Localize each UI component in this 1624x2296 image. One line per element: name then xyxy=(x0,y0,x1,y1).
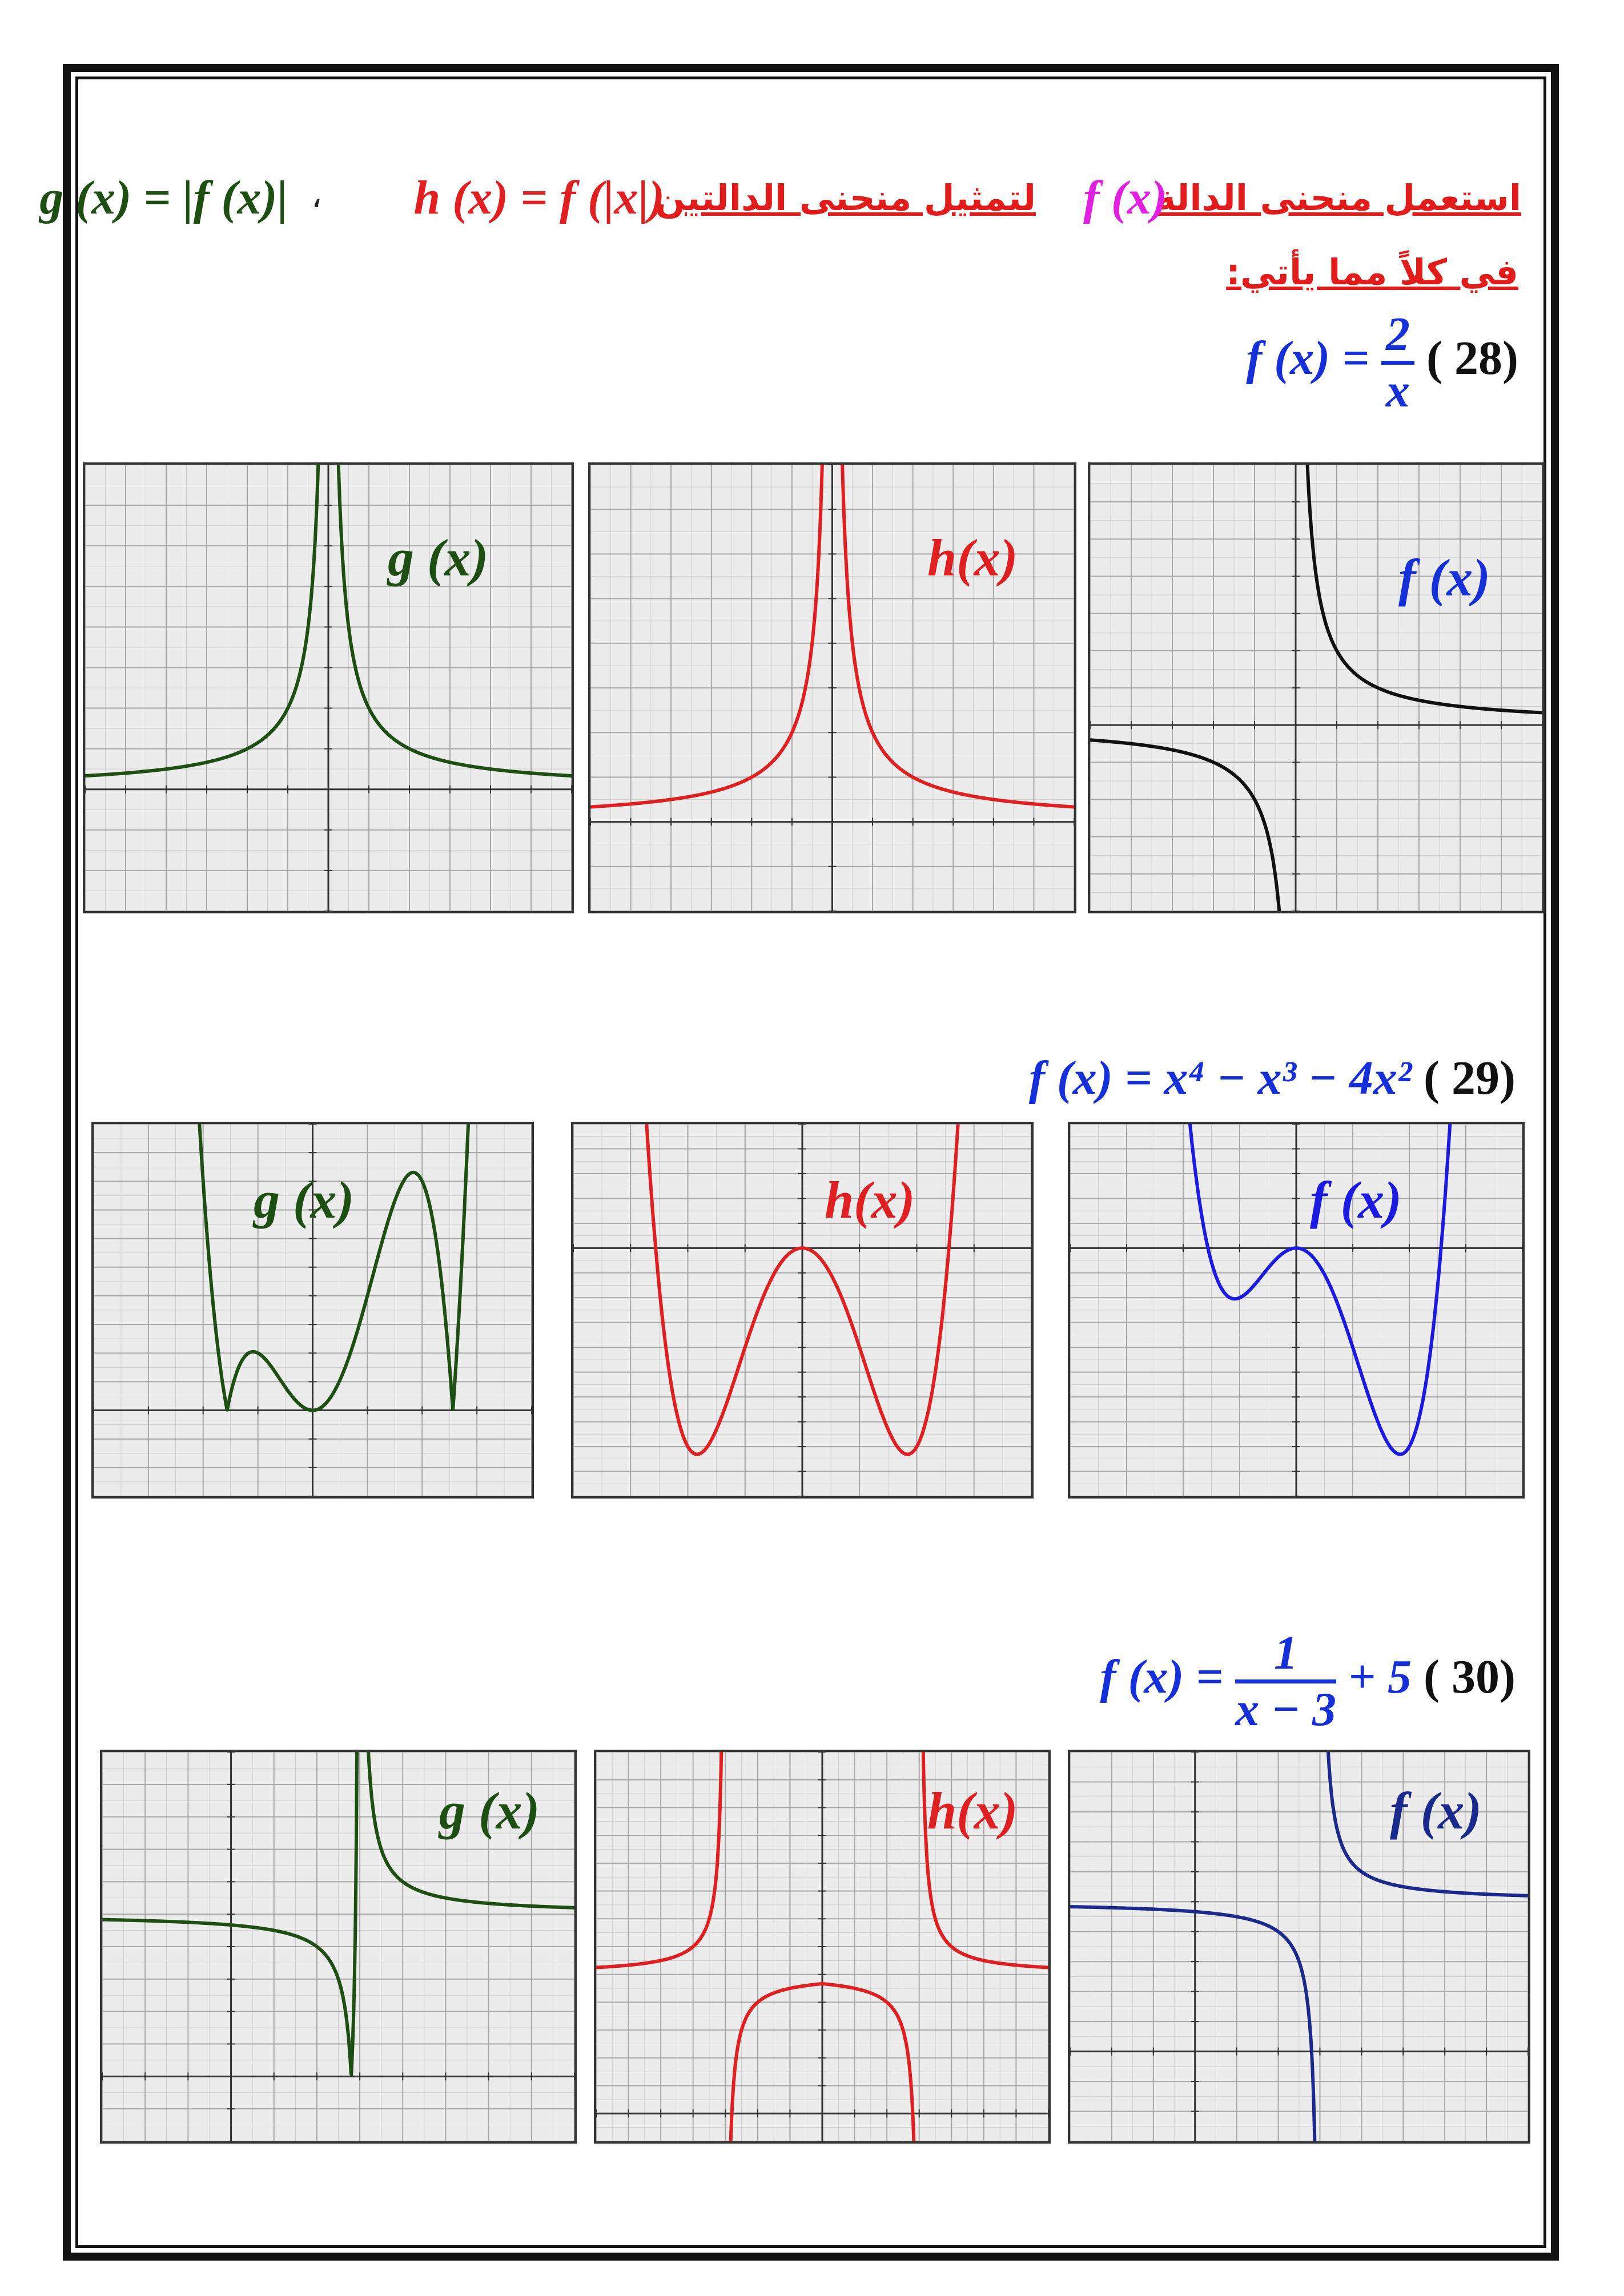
problem-29-formula-text: f (x) = x⁴ − x³ − 4x² xyxy=(1028,1052,1412,1105)
graph-30-h-plot xyxy=(596,1752,1048,2141)
graph-29-h-plot xyxy=(573,1124,1031,1496)
graph-28-g-plot xyxy=(85,465,572,911)
graph-28-h: h(x) xyxy=(588,462,1076,913)
instruction-part-1: استعمل منحنى الدالة xyxy=(1155,177,1522,219)
graph-29-f-plot xyxy=(1070,1124,1522,1496)
problem-30-formula-suffix: + 5 xyxy=(1348,1650,1412,1704)
problem-30-numerator: 1 xyxy=(1235,1626,1337,1684)
page-border-outer xyxy=(63,64,1559,2261)
graph-28-h-label: h(x) xyxy=(927,529,1018,587)
problem-30-number: ( 30) xyxy=(1424,1650,1516,1704)
g-definition: g (x) = |f (x)| xyxy=(39,171,288,224)
instruction-line-2: في كلاً مما يأتي: xyxy=(1226,251,1518,293)
graph-30-f-label: f (x) xyxy=(1390,1782,1482,1840)
graph-30-g-plot xyxy=(102,1752,574,2141)
graph-30-f: f (x) xyxy=(1068,1750,1530,2144)
problem-28-numerator: 2 xyxy=(1381,308,1415,365)
graph-29-h: h(x) xyxy=(571,1122,1034,1499)
graph-28-f-label: f (x) xyxy=(1398,549,1490,607)
problem-28-number: ( 28) xyxy=(1426,332,1518,385)
h-definition: h (x) = f (|x|) xyxy=(413,171,665,224)
graph-28-h-plot xyxy=(590,465,1074,911)
graph-29-g: g (x) xyxy=(91,1122,534,1499)
problem-30-denominator: x − 3 xyxy=(1235,1683,1337,1737)
graph-30-g-label: g (x) xyxy=(439,1782,540,1840)
graph-30-h-label: h(x) xyxy=(927,1782,1018,1840)
graph-29-f: f (x) xyxy=(1068,1122,1525,1499)
graph-28-f: f (x) xyxy=(1088,462,1545,913)
comma: ، xyxy=(311,176,322,216)
graph-29-g-plot xyxy=(94,1124,532,1496)
problem-30-formula-lhs: f (x) = xyxy=(1100,1650,1224,1704)
f-label-header: f (x) xyxy=(1083,171,1167,224)
header-line-1: استعمل منحنى الدالة f (x) لتمثيل منحنى ا… xyxy=(39,166,1522,234)
graph-28-g: g (x) xyxy=(83,462,574,913)
page-border-inner xyxy=(75,76,1546,2248)
graph-30-g: g (x) xyxy=(100,1750,577,2144)
problem-28-formula-lhs: f (x) = xyxy=(1246,332,1370,385)
graph-29-h-label: h(x) xyxy=(825,1171,915,1229)
graph-29-f-label: f (x) xyxy=(1310,1171,1402,1229)
graph-28-g-label: g (x) xyxy=(388,529,489,587)
graph-30-h: h(x) xyxy=(594,1750,1051,2144)
problem-29-formula: f (x) = x⁴ − x³ − 4x² ( 29) xyxy=(1029,1050,1516,1106)
instruction-part-2: لتمثيل منحنى الدالتين xyxy=(655,177,1036,219)
problem-28-denominator: x xyxy=(1386,364,1410,418)
graph-29-g-label: g (x) xyxy=(254,1171,355,1229)
graph-30-f-plot xyxy=(1070,1752,1528,2141)
graph-28-f-plot xyxy=(1090,465,1542,911)
problem-29-number: ( 29) xyxy=(1424,1052,1516,1105)
